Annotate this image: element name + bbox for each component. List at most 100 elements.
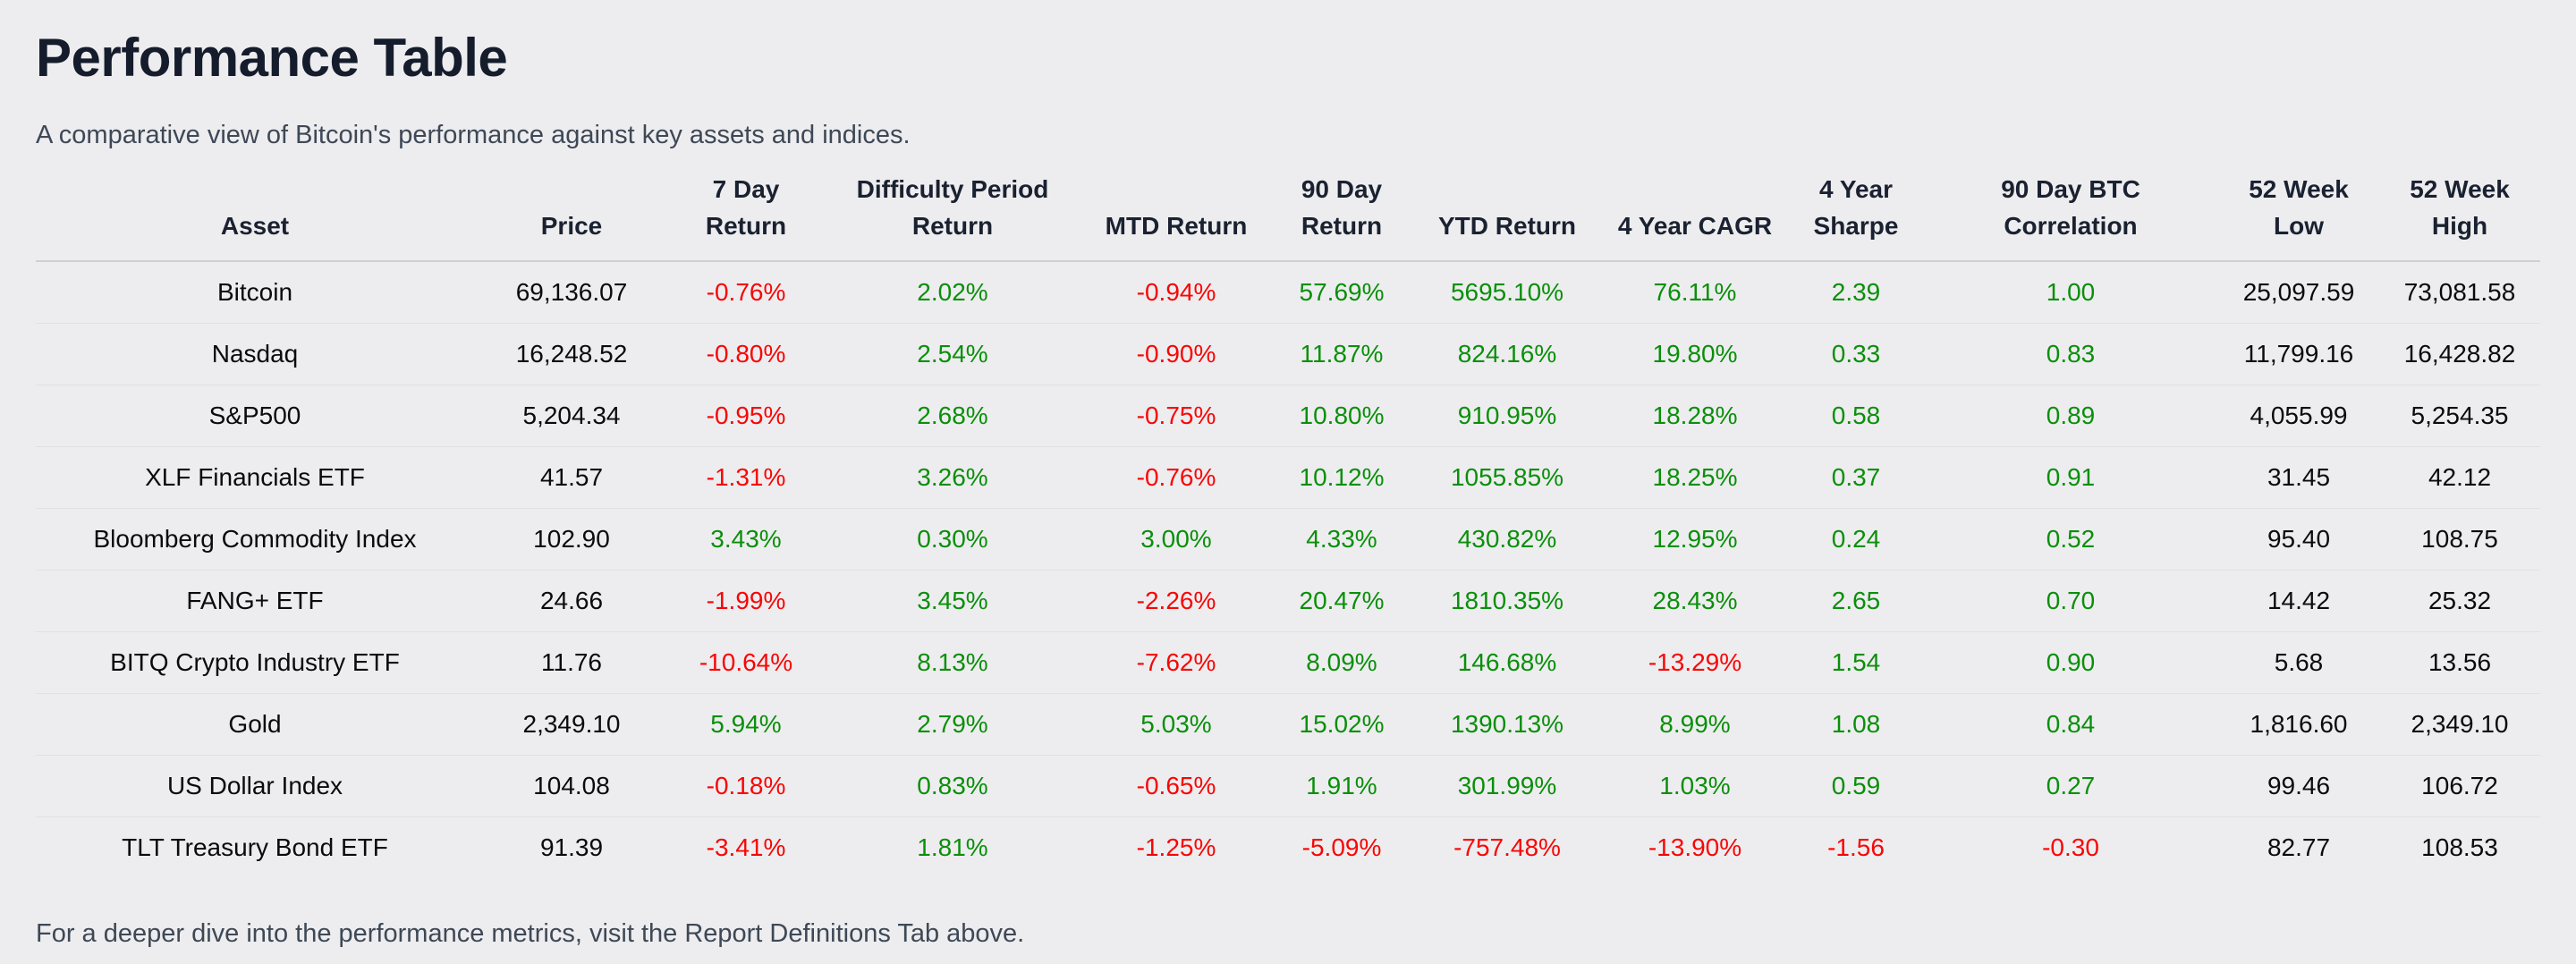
cell-52-week-high: 13.56 [2379,630,2540,694]
cell-asset: TLT Treasury Bond ETF [36,816,474,879]
cell-52-week-low: 5.68 [2218,630,2379,694]
cell-mtd-return: -7.62% [1082,630,1270,694]
cell-90-day-btc-correlation: 0.27 [1923,754,2218,817]
cell-difficulty-period-return: 3.45% [823,569,1082,632]
cell-90-day-return: 10.12% [1270,445,1413,509]
cell-asset: US Dollar Index [36,754,474,817]
column-header-90-day-btc-correlation: 90 Day BTC Correlation [1923,172,2218,263]
cell-90-day-btc-correlation: -0.30 [1923,816,2218,879]
table-row: S&P500 5,204.34 -0.95% 2.68% -0.75% 10.80% 910… [36,384,2540,447]
cell-90-day-return: 8.09% [1270,630,1413,694]
cell-52-week-high: 2,349.10 [2379,692,2540,756]
cell-price: 5,204.34 [474,384,669,447]
cell-ytd-return: 910.95% [1413,384,1601,447]
table-row: Nasdaq 16,248.52 -0.80% 2.54% -0.90% 11.87% 82… [36,322,2540,385]
table-row: Gold 2,349.10 5.94% 2.79% 5.03% 15.02% 1390.13… [36,692,2540,756]
cell-price: 102.90 [474,507,669,571]
cell-asset: BITQ Crypto Industry ETF [36,630,474,694]
cell-ytd-return: 430.82% [1413,507,1601,571]
cell-difficulty-period-return: 2.79% [823,692,1082,756]
cell-90-day-return: 20.47% [1270,569,1413,632]
cell-4-year-sharpe: 0.33 [1789,322,1923,385]
cell-difficulty-period-return: 0.30% [823,507,1082,571]
column-header-90-day-return: 90 Day Return [1270,172,1413,263]
cell-4-year-sharpe: 2.65 [1789,569,1923,632]
cell-90-day-btc-correlation: 0.52 [1923,507,2218,571]
cell-price: 104.08 [474,754,669,817]
cell-ytd-return: 1390.13% [1413,692,1601,756]
cell-7-day-return: -1.31% [669,445,823,509]
cell-4-year-cagr: 76.11% [1653,277,1737,306]
cell-90-day-return: 11.87% [1270,322,1413,385]
cell-7-day-return: -0.18% [669,754,823,817]
cell-4-year-sharpe: 0.37 [1789,445,1923,509]
cell-ytd-return: 1810.35% [1413,569,1601,632]
cell-ytd-return: 301.99% [1413,754,1601,817]
cell-ytd-return: 5695.10% [1450,277,1564,306]
cell-4-year-cagr: -13.29% [1601,630,1789,694]
cell-4-year-cagr: 28.43% [1601,569,1789,632]
cell-asset: XLF Financials ETF [36,445,474,509]
table-header: Asset Price 7 Day Return Difficulty Period … [36,172,2540,263]
cell-4-year-sharpe: 0.58 [1789,384,1923,447]
table-row: XLF Financials ETF 41.57 -1.31% 3.26% -0.76%… [36,445,2540,509]
cell-asset: Bitcoin [216,277,293,306]
cell-difficulty-period-return: 8.13% [823,630,1082,694]
performance-table: Asset Price 7 Day Return Difficulty Period … [36,172,2540,879]
cell-7-day-return: -3.41% [669,816,823,879]
cell-difficulty-period-return: 2.02% [917,277,988,306]
cell-mtd-return: -0.94% [1136,277,1216,306]
cell-90-day-btc-correlation: 0.90 [1923,630,2218,694]
cell-90-day-btc-correlation: 0.91 [1923,445,2218,509]
column-header-52-week-low: 52 Week Low [2218,172,2379,263]
cell-52-week-low: 82.77 [2218,816,2379,879]
cell-90-day-return: 10.80% [1270,384,1413,447]
cell-ytd-return: -757.48% [1413,816,1601,879]
cell-price: 91.39 [474,816,669,879]
cell-7-day-return: 5.94% [669,692,823,756]
cell-4-year-cagr: 12.95% [1601,507,1789,571]
cell-asset: S&P500 [36,384,474,447]
cell-52-week-low: 25,097.59 [2242,277,2355,306]
cell-52-week-high: 42.12 [2379,445,2540,509]
column-header-asset: Asset [36,172,474,263]
cell-52-week-high: 5,254.35 [2379,384,2540,447]
page-title: Performance Table [36,28,508,88]
cell-52-week-high: 25.32 [2379,569,2540,632]
cell-4-year-sharpe: 2.39 [1831,277,1881,306]
cell-4-year-cagr: 8.99% [1601,692,1789,756]
cell-4-year-cagr: 18.28% [1601,384,1789,447]
cell-7-day-return: -0.80% [669,322,823,385]
table-row: FANG+ ETF 24.66 -1.99% 3.45% -2.26% 20.47% 181… [36,569,2540,632]
cell-7-day-return: 3.43% [669,507,823,571]
table-row: TLT Treasury Bond ETF 91.39 -3.41% 1.81% -1.… [36,816,2540,879]
column-header-52-week-high: 52 Week High [2379,172,2540,263]
cell-52-week-low: 11,799.16 [2218,322,2379,385]
cell-price: 11.76 [474,630,669,694]
cell-mtd-return: -0.65% [1082,754,1270,817]
cell-4-year-cagr: 18.25% [1601,445,1789,509]
cell-52-week-low: 99.46 [2218,754,2379,817]
cell-4-year-sharpe: 1.54 [1789,630,1923,694]
cell-52-week-low: 14.42 [2218,569,2379,632]
column-header-price: Price [474,172,669,263]
column-header-ytd-return: YTD Return [1413,172,1601,263]
cell-52-week-low: 4,055.99 [2218,384,2379,447]
cell-7-day-return: -10.64% [669,630,823,694]
cell-price: 16,248.52 [474,322,669,385]
cell-price: 2,349.10 [474,692,669,756]
cell-mtd-return: -0.75% [1082,384,1270,447]
cell-mtd-return: -0.76% [1082,445,1270,509]
cell-7-day-return: -1.99% [669,569,823,632]
cell-ytd-return: 1055.85% [1413,445,1601,509]
cell-7-day-return: -0.95% [669,384,823,447]
column-header-4-year-sharpe: 4 Year Sharpe [1789,172,1923,263]
cell-4-year-sharpe: 0.24 [1789,507,1923,571]
cell-price: 41.57 [474,445,669,509]
cell-52-week-high: 108.53 [2379,816,2540,879]
table-row: Bloomberg Commodity Index 102.90 3.43% 0.30… [36,507,2540,571]
cell-52-week-high: 108.75 [2379,507,2540,571]
cell-52-week-high: 16,428.82 [2379,322,2540,385]
cell-7-day-return: -0.76% [706,277,786,306]
